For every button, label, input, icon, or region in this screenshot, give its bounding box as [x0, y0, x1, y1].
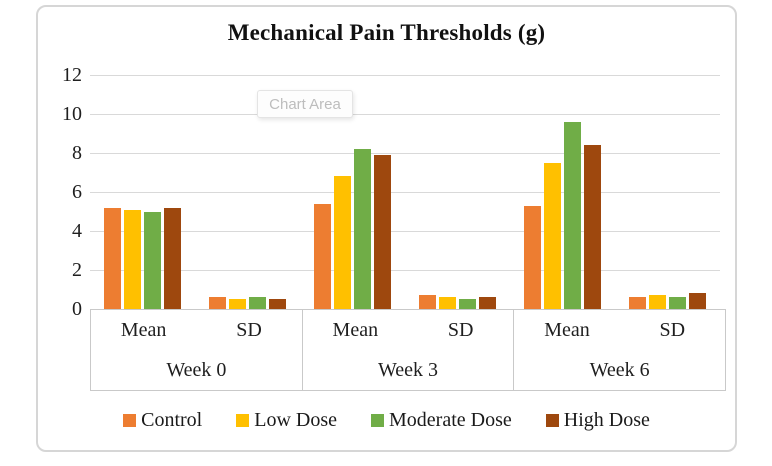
legend-swatch-low-dose: [236, 413, 250, 427]
bar-control-week-3-sd[interactable]: [419, 295, 436, 309]
category-week-row: Week 0 Week 3 Week 6: [91, 351, 725, 390]
bar-moderate-dose-week-6-mean[interactable]: [564, 121, 581, 309]
gridline-y-2: [90, 270, 720, 271]
bar-low-dose-week-3-sd[interactable]: [439, 297, 456, 309]
axis-label-week-3-sd: SD: [408, 310, 515, 351]
legend-item-low-dose[interactable]: Low Dose: [236, 410, 337, 430]
bar-control-week-0-sd[interactable]: [209, 297, 226, 309]
bar-low-dose-week-3-mean[interactable]: [334, 176, 351, 309]
category-slot-week-3-sd: [405, 75, 510, 309]
legend-swatch-moderate-dose: [371, 413, 385, 427]
axis-group-label-week-0: Week 0: [91, 351, 303, 390]
category-slot-week-6-mean: [510, 75, 615, 309]
gridline-y-10: [90, 114, 720, 115]
bar-moderate-dose-week-0-sd[interactable]: [249, 297, 266, 309]
category-slot-week-0-sd: [195, 75, 300, 309]
chart-frame[interactable]: Mechanical Pain Thresholds (g) 0 2 4 6 8 10 12…: [36, 5, 737, 452]
y-axis: 0 2 4 6 8 10 12: [44, 65, 82, 319]
legend-item-control[interactable]: Control: [123, 410, 202, 430]
bar-high-dose-week-6-sd[interactable]: [689, 293, 706, 309]
y-axis-tick-label-4: 4: [72, 220, 82, 242]
chart-title[interactable]: Mechanical Pain Thresholds (g): [227, 20, 546, 45]
plot-area: [90, 75, 720, 309]
bar-control-week-6-sd[interactable]: [629, 297, 646, 309]
y-axis-tick-label-12: 12: [62, 64, 82, 86]
axis-label-week-0-sd: SD: [196, 310, 303, 351]
legend-item-moderate-dose[interactable]: Moderate Dose: [371, 410, 512, 430]
bar-high-dose-week-3-mean[interactable]: [374, 154, 391, 309]
legend-label-control: Control: [141, 409, 203, 431]
legend-label-low-dose: Low Dose: [254, 409, 338, 431]
bar-moderate-dose-week-3-sd[interactable]: [459, 299, 476, 309]
y-axis-tick-label-6: 6: [72, 181, 82, 203]
y-axis-tick-label-2: 2: [72, 259, 82, 281]
bar-moderate-dose-week-3-mean[interactable]: [354, 149, 371, 309]
axis-label-week-3-mean: Mean: [332, 319, 379, 341]
bar-high-dose-week-3-sd[interactable]: [479, 297, 496, 309]
category-sub-row: Mean SD Mean SD Mean SD: [91, 310, 725, 351]
legend-label-high-dose: High Dose: [563, 409, 650, 431]
bar-low-dose-week-6-mean[interactable]: [544, 162, 561, 309]
y-axis-tick-label-0: 0: [72, 298, 82, 320]
legend-item-high-dose[interactable]: High Dose: [545, 409, 650, 431]
bars-layer: [90, 75, 720, 309]
legend-swatch-control: [123, 413, 137, 427]
gridline-y-8: [90, 153, 720, 154]
category-slot-week-0-mean: [90, 75, 195, 309]
category-slot-week-3-mean: [300, 75, 405, 309]
bar-high-dose-week-0-sd[interactable]: [269, 299, 286, 309]
chart-area-tooltip: Chart Area: [257, 90, 353, 118]
y-axis-tick-label-10: 10: [62, 103, 82, 125]
bar-low-dose-week-6-sd[interactable]: [649, 295, 666, 309]
bar-moderate-dose-week-0-mean[interactable]: [144, 211, 161, 309]
axis-label-week-6-mean: Mean: [544, 319, 590, 341]
bar-control-week-6-mean[interactable]: [524, 205, 541, 309]
bar-moderate-dose-week-6-sd[interactable]: [669, 297, 686, 309]
gridline-y-12: [90, 75, 720, 76]
axis-group-label-week-3: Week 3: [303, 351, 515, 390]
axis-label-week-0-mean: Mean: [120, 319, 167, 341]
legend-label-moderate-dose: Moderate Dose: [389, 409, 512, 431]
bar-low-dose-week-0-sd[interactable]: [229, 299, 246, 309]
bar-high-dose-week-6-mean[interactable]: [584, 145, 601, 309]
axis-label-week-6-sd: SD: [659, 319, 686, 341]
chart-legend: Control Low Dose Moderate Dose High Dose: [38, 405, 735, 435]
bar-control-week-0-mean[interactable]: [104, 207, 121, 309]
bar-high-dose-week-0-mean[interactable]: [164, 207, 181, 309]
bar-low-dose-week-0-mean[interactable]: [124, 209, 141, 309]
axis-group-label-week-6: Week 6: [589, 359, 650, 381]
category-axis-table: Mean SD Mean SD Mean SD Week 0 Week 3 Week 6: [90, 309, 726, 391]
bar-control-week-3-mean[interactable]: [314, 203, 331, 309]
legend-swatch-high-dose: [545, 413, 559, 427]
gridline-y-6: [90, 192, 720, 193]
y-axis-tick-label-8: 8: [72, 142, 82, 164]
gridline-y-4: [90, 231, 720, 232]
category-slot-week-6-sd: [615, 75, 720, 309]
